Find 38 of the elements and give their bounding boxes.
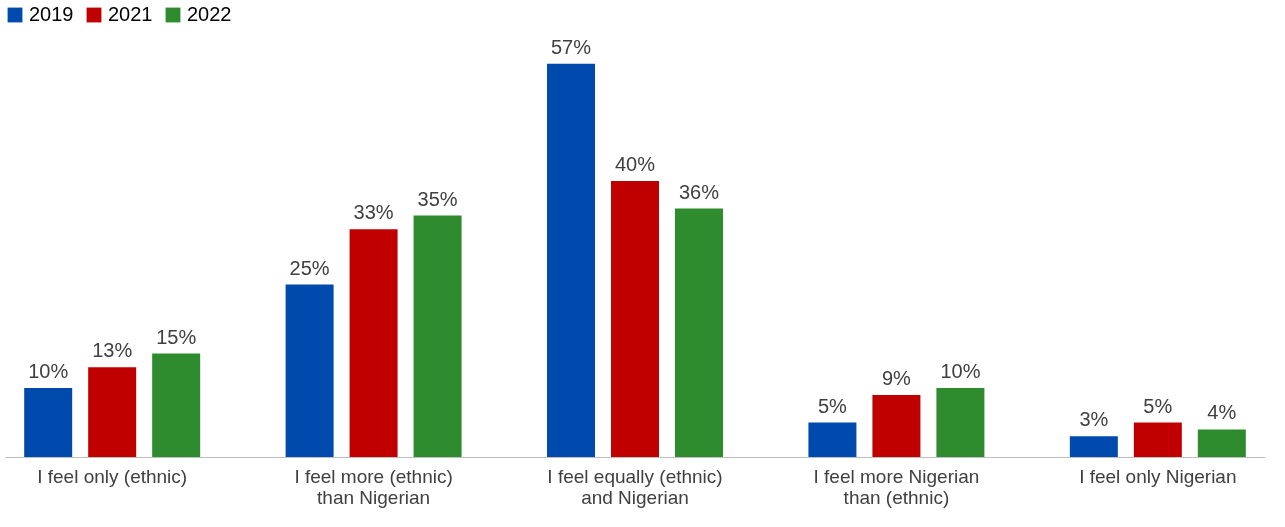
data-label: 33%: [353, 201, 394, 224]
legend-label: 2019: [29, 3, 74, 25]
legend-label: 2021: [108, 3, 153, 25]
data-label: 10%: [940, 360, 981, 382]
data-label: 10%: [28, 360, 69, 382]
x-tick-label: I feel equally (ethnic) and Nigerian: [547, 465, 723, 508]
bar: [152, 353, 201, 457]
data-label: 57%: [551, 35, 592, 58]
x-tick-label: I feel more Nigerian than (ethnic): [813, 465, 980, 508]
bar: [1133, 422, 1182, 457]
data-label: 36%: [678, 180, 720, 203]
data-label: 13%: [92, 339, 133, 362]
bar: [808, 422, 857, 457]
bar: [547, 63, 596, 457]
bar: [872, 394, 921, 457]
bar: [413, 215, 462, 457]
data-label: 25%: [289, 256, 330, 279]
bar: [1069, 436, 1118, 457]
bar: [88, 367, 137, 457]
bar: [1197, 429, 1246, 457]
bar: [936, 388, 985, 457]
x-tick-label: I feel only Nigerian: [1079, 465, 1237, 487]
bar: [674, 208, 723, 457]
x-tick-label: I feel only (ethnic): [37, 465, 188, 487]
bar: [24, 388, 73, 457]
bar: [349, 229, 398, 457]
bar: [285, 284, 334, 457]
data-label: 40%: [614, 153, 656, 175]
data-label: 35%: [417, 187, 458, 210]
data-label: 4%: [1207, 401, 1237, 424]
bar: [611, 181, 659, 457]
data-label: 5%: [817, 394, 848, 417]
x-tick-label: I feel more (ethnic) than Nigerian: [294, 465, 453, 508]
data-label: 15%: [156, 325, 197, 348]
data-label: 5%: [1143, 394, 1173, 417]
data-label: 9%: [881, 366, 912, 389]
legend-label: 2022: [187, 3, 232, 25]
data-label: 3%: [1079, 408, 1109, 431]
